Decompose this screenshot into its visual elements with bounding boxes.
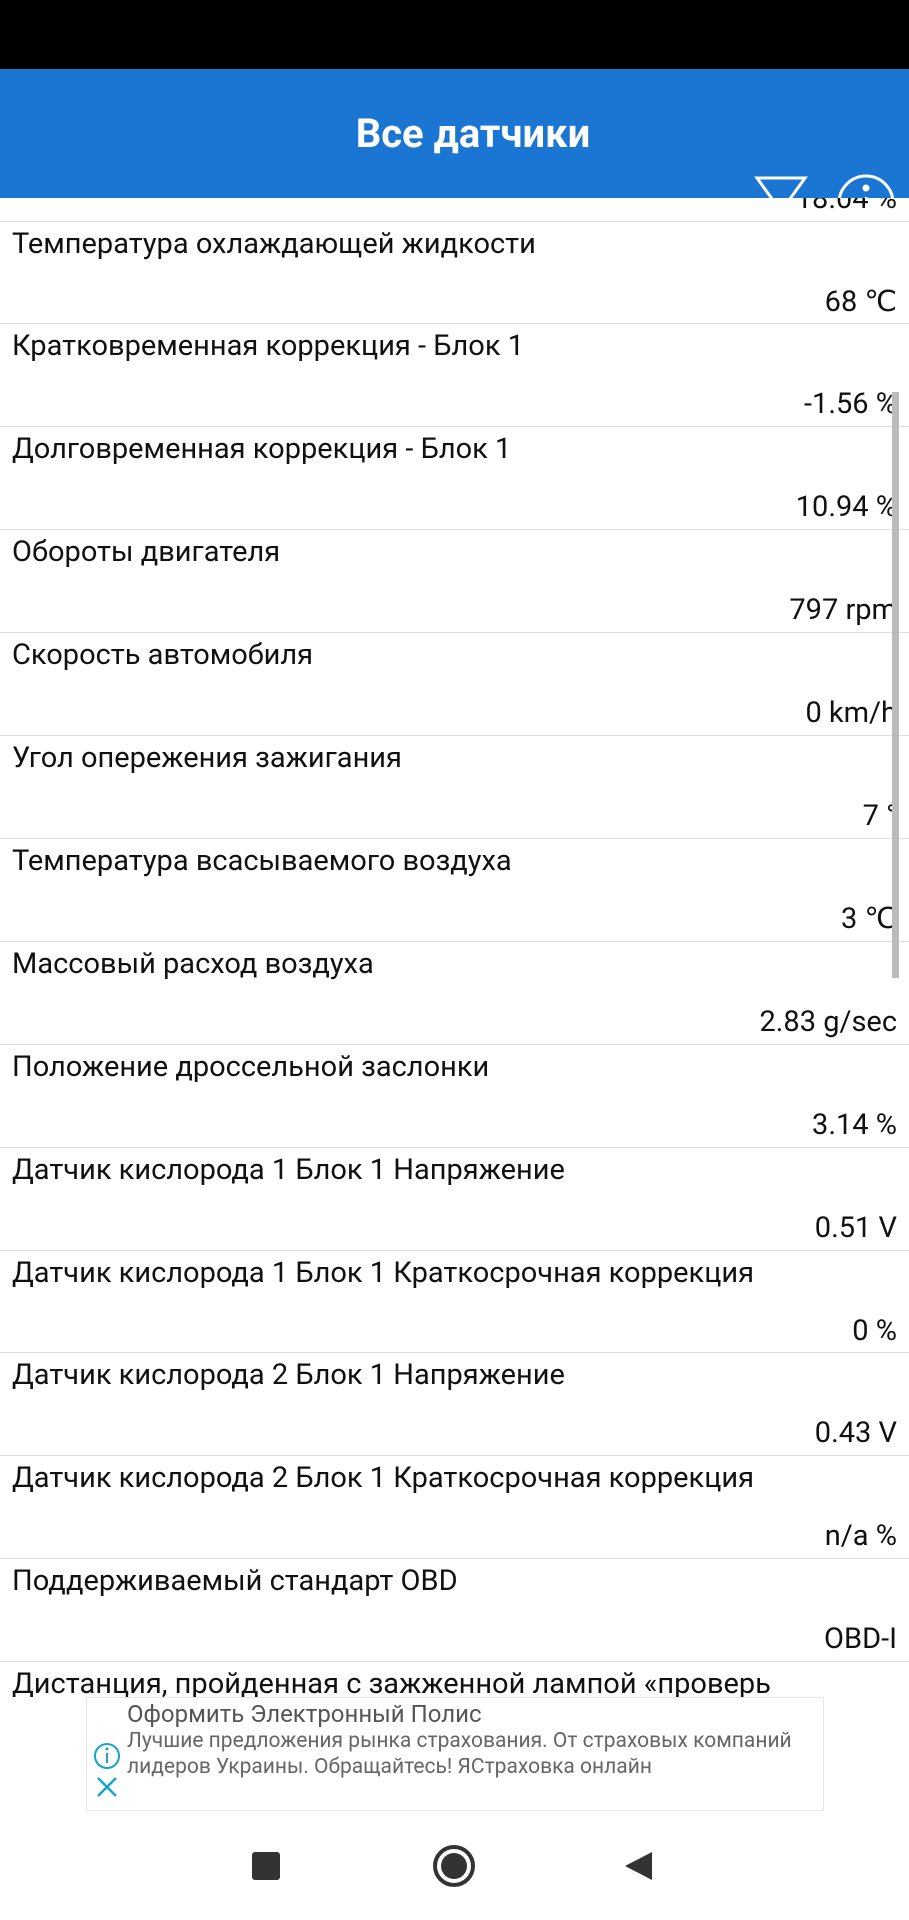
sensor-value: 2.83 g/sec <box>759 1004 897 1039</box>
sensor-name: Положение дроссельной заслонки <box>12 1049 490 1084</box>
sensor-value: 68 ℃ <box>824 284 897 319</box>
sensor-name: Температура охлаждающей жидкости <box>12 226 536 261</box>
row-divider <box>0 632 909 634</box>
sensor-value: -1.56 % <box>804 387 897 422</box>
app-bar: Все датчики <box>0 69 909 198</box>
row-divider <box>0 529 909 531</box>
row-divider <box>0 940 909 942</box>
ad-title: Оформить Электронный Полис <box>127 1700 482 1728</box>
filter-button[interactable] <box>754 176 808 198</box>
app-bar-icons <box>754 174 895 198</box>
sensor-name: Долговременная коррекция - Блок 1 <box>12 432 512 467</box>
sensor-value: 0 km/h <box>805 696 897 731</box>
ad-text: Лучшие предложения рынка страхования. От… <box>127 1729 792 1779</box>
sensor-value: OBD-I <box>824 1622 897 1657</box>
sensor-value: 0 % <box>852 1313 897 1348</box>
sensor-value: 3.14 % <box>812 1107 897 1142</box>
row-divider <box>0 426 909 428</box>
back-button[interactable] <box>625 1852 652 1880</box>
sensor-name: Датчик кислорода 2 Блок 1 Напряжение <box>12 1358 565 1393</box>
sensor-name: Датчик кислорода 1 Блок 1 Напряжение <box>12 1152 565 1187</box>
row-divider <box>0 323 909 325</box>
info-button[interactable] <box>837 174 895 198</box>
ad-banner[interactable]: Оформить Электронный Полис Лучшие предло… <box>86 1697 824 1811</box>
sensor-name: Температура всасываемого воздуха <box>12 843 512 878</box>
recents-button[interactable] <box>252 1852 280 1880</box>
sensor-value: 3 ℃ <box>840 901 897 936</box>
row-divider <box>0 735 909 736</box>
row-divider <box>0 1249 909 1251</box>
sensor-value: 18.04 % <box>795 198 897 216</box>
sensor-value: 797 rpm <box>789 593 897 628</box>
row-divider <box>0 1558 909 1560</box>
row-divider <box>0 1043 909 1045</box>
sensor-value: n/a % <box>824 1519 897 1554</box>
row-divider <box>0 1352 909 1354</box>
sensor-value: 7 ° <box>862 799 897 833</box>
row-divider <box>0 837 909 839</box>
sensor-name: Угол опережения зажигания <box>12 741 402 775</box>
row-divider <box>0 220 909 222</box>
sensor-name: Обороты двигателя <box>12 535 281 570</box>
sensor-name: Датчик кислорода 1 Блок 1 Краткосрочная … <box>12 1255 755 1290</box>
sensor-list: 18.04 % Температура охлаждающей жидкости 6… <box>0 198 909 1697</box>
sensor-name: Скорость автомобиля <box>12 638 314 673</box>
sensor-name: Датчик кислорода 2 Блок 1 Краткосрочная … <box>12 1461 755 1496</box>
sensor-name: Кратковременная коррекция - Блок 1 <box>12 329 525 364</box>
title: Все датчики <box>355 110 591 157</box>
sensor-value: 0.51 V <box>814 1210 897 1245</box>
status-bar <box>0 0 909 69</box>
sensor-value: 0.43 V <box>814 1416 897 1451</box>
nav-bar <box>252 1845 652 1887</box>
sensor-name: Дистанция, пройденная с зажженной лампой… <box>12 1667 771 1697</box>
scrollbar <box>892 392 899 978</box>
row-divider <box>0 1661 909 1663</box>
home-button[interactable] <box>433 1845 475 1887</box>
row-divider <box>0 1146 909 1148</box>
row-divider <box>0 1455 909 1457</box>
sensor-name: Поддерживаемый стандарт OBD <box>12 1564 458 1599</box>
sensor-name: Массовый расход воздуха <box>12 946 374 981</box>
sensor-value: 10.94 % <box>795 490 897 525</box>
ad-icons <box>94 1743 120 1797</box>
